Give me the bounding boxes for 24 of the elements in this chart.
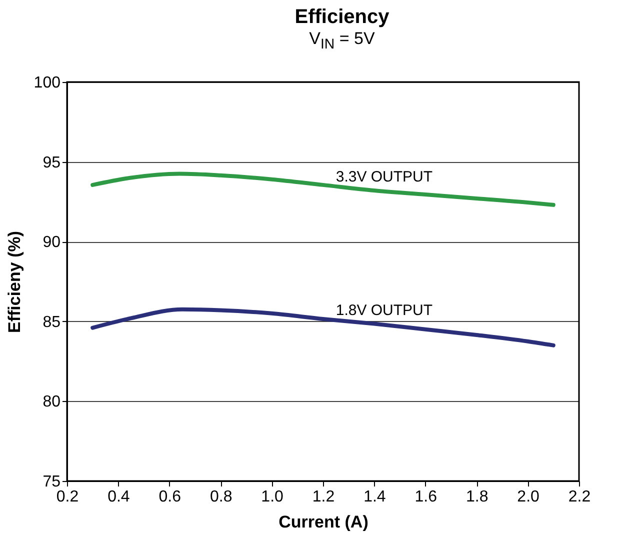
chart-subtitle: V$_{IN}$ = 5V [308, 29, 376, 52]
x-tick-label: 1.8 [466, 488, 488, 506]
y-tick-label: 85 [42, 314, 61, 331]
series-label: 1.8V OUTPUT [336, 302, 433, 319]
y-tick-label: 90 [42, 234, 61, 252]
series-label: 3.3V OUTPUT [336, 168, 433, 186]
y-tick-label: 75 [42, 474, 61, 490]
chart-title: Efficiency [294, 6, 390, 29]
y-tick-label: 95 [42, 154, 61, 172]
line-series [90, 172, 556, 207]
x-tick-label: 2.0 [517, 488, 540, 506]
y-axis-title: Efficieny (%) [4, 230, 24, 334]
x-tick-label: 0.8 [210, 488, 232, 506]
x-tick-label: 1.2 [312, 488, 335, 506]
x-axis-title: Current (A) [278, 512, 368, 532]
y-tick-label: 100 [34, 74, 61, 92]
x-tick-label: 0.4 [108, 488, 130, 506]
x-tick-label: 1.0 [261, 488, 284, 506]
x-tick-label: 2.2 [568, 488, 591, 506]
x-tick-label: 1.4 [364, 488, 386, 506]
x-tick-label: 0.2 [56, 488, 79, 506]
x-tick-label: 0.6 [158, 488, 182, 506]
x-tick-label: 1.6 [414, 488, 438, 506]
y-tick-label: 80 [42, 394, 61, 411]
